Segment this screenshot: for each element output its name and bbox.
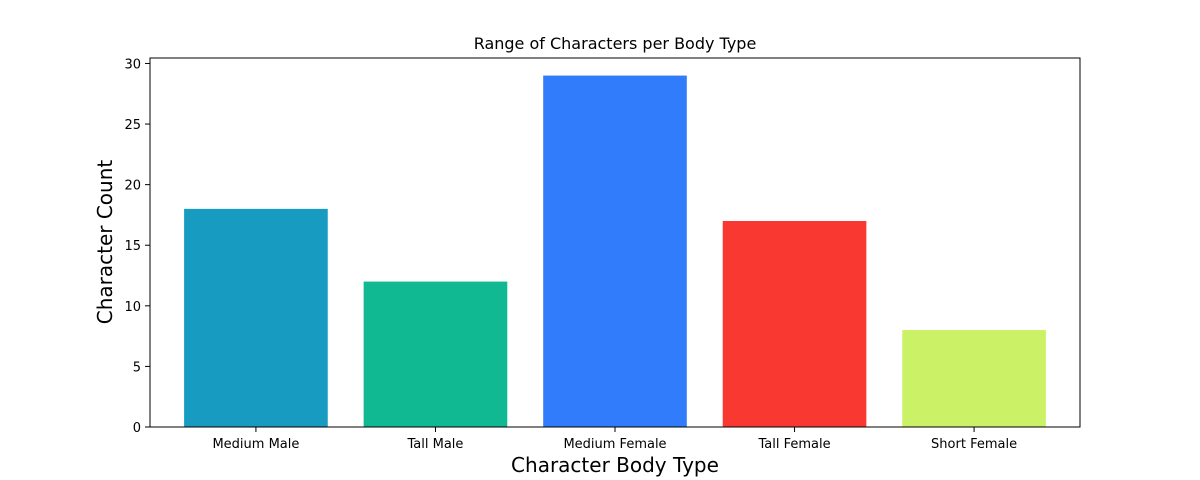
bars xyxy=(184,75,1046,428)
x-tick-label: Short Female xyxy=(931,437,1017,452)
y-tick-label: 30 xyxy=(124,57,141,72)
y-axis-ticks: 0 5 10 15 20 25 30 xyxy=(124,57,150,436)
x-tick-label: Tall Male xyxy=(407,437,464,452)
y-tick-label: 0 xyxy=(133,421,141,436)
bar-tall-male xyxy=(363,281,508,427)
bar-short-female xyxy=(902,330,1046,427)
y-tick-label: 15 xyxy=(124,239,141,254)
plot-frame xyxy=(149,57,1081,428)
bar-tall-female xyxy=(722,220,867,427)
bar-medium-female xyxy=(543,75,687,428)
x-axis-ticks: Medium Male Tall Male Medium Female Tall Fe… xyxy=(212,427,1017,452)
y-tick-label: 5 xyxy=(133,360,141,375)
x-tick-label: Medium Female xyxy=(563,437,666,452)
y-tick-label: 20 xyxy=(124,179,141,194)
x-axis-title: Character Body Type xyxy=(511,453,719,477)
y-axis-title: Character Count xyxy=(93,160,117,325)
x-tick-label: Tall Female xyxy=(757,437,830,452)
y-tick-label: 25 xyxy=(124,118,141,133)
y-tick-label: 10 xyxy=(124,300,141,315)
chart-title: Range of Characters per Body Type xyxy=(474,34,757,53)
bar-medium-male xyxy=(184,208,328,427)
x-tick-label: Medium Male xyxy=(212,437,299,452)
